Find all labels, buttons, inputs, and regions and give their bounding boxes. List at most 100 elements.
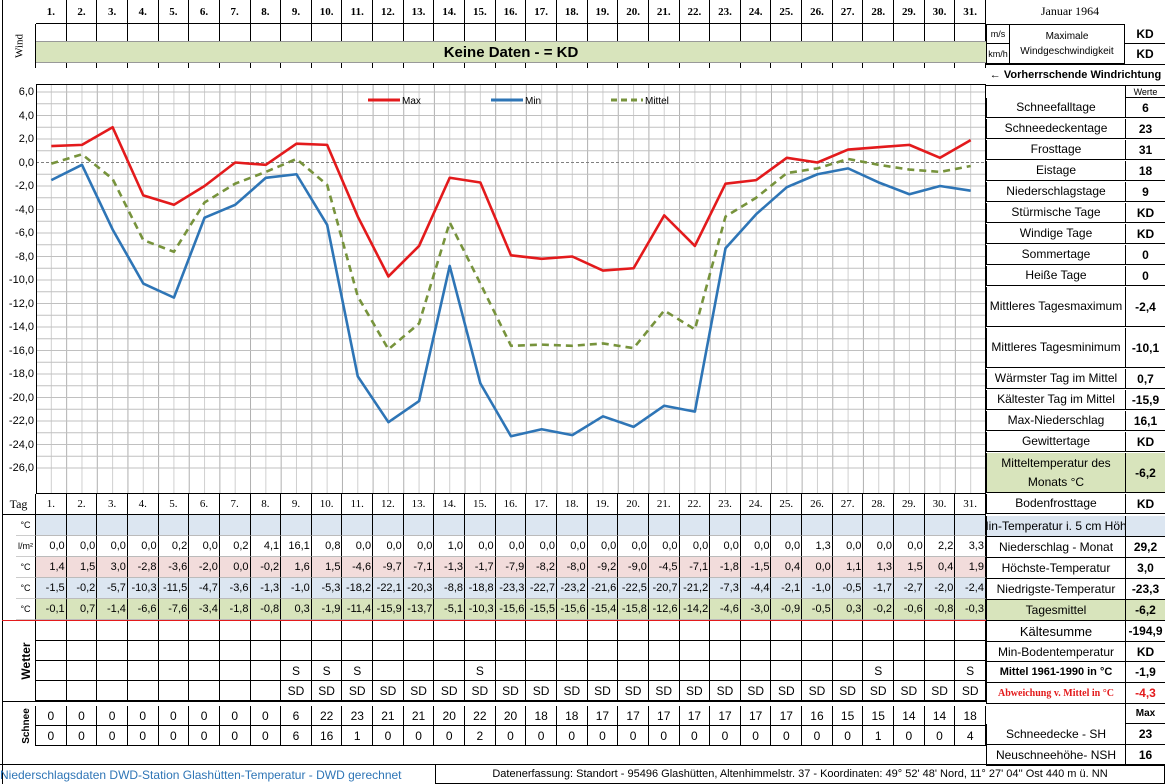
table-cell: -4,6 [710, 599, 741, 620]
wetter-cell: SD [710, 681, 741, 701]
schnee-cell: 17 [740, 706, 772, 726]
table-cell: 0,0 [495, 536, 527, 557]
day-header: 18. [557, 0, 588, 24]
day-header: 26. [802, 0, 833, 24]
schnee-cell: 0 [679, 726, 711, 746]
table-cell: 0,0 [894, 536, 925, 557]
table-cell [648, 515, 680, 536]
schnee-cell: 0 [158, 726, 190, 746]
stat-value: -2,4 [1125, 287, 1165, 327]
day-header: 6. [189, 0, 220, 24]
wetter-cell [219, 641, 251, 661]
lower-stat-value: -194,9 [1125, 621, 1165, 642]
schnee-cell: 0 [771, 726, 803, 746]
table-cell [526, 515, 557, 536]
row-unit: °C [16, 515, 36, 536]
wetter-cell [648, 621, 680, 641]
table-cell: -0,9 [771, 599, 803, 620]
schnee-cell: 0 [250, 706, 282, 726]
wetter-cell [618, 661, 649, 681]
schnee-cell: 18 [556, 706, 588, 726]
day-header: 28. [863, 0, 895, 24]
stat-label: Schneefalltage [986, 98, 1125, 118]
schnee-cell: 0 [158, 706, 190, 726]
table-cell: 0,3 [832, 599, 864, 620]
wetter-cell: SD [373, 681, 404, 701]
wetter-cell [526, 641, 557, 661]
wetter-cell [219, 621, 251, 641]
wind-direction-label: ← Vorherrschende Windrichtung [986, 64, 1165, 86]
wetter-cell [97, 641, 128, 661]
table-cell: -0,2 [863, 599, 895, 620]
table-cell: -15,9 [373, 599, 404, 620]
wetter-cell [373, 621, 404, 641]
y-tick-label: -24,0 [8, 438, 34, 451]
table-cell: -6,6 [127, 599, 159, 620]
stat-value: KD [1125, 432, 1165, 452]
legend-label-max: Max [402, 96, 421, 107]
wetter-cell: SD [648, 681, 680, 701]
day-header: 25. [771, 0, 803, 24]
table-cell: -3,4 [189, 599, 220, 620]
day-header: 12. [373, 0, 404, 24]
wetter-cell: SD [771, 681, 803, 701]
table-cell: 0,4 [771, 557, 803, 578]
wetter-cell [465, 641, 496, 661]
stat-value: -6,2 [1125, 453, 1165, 493]
table-cell: -5,1 [434, 599, 466, 620]
stat-label: Wärmster Tag im Mittel [986, 369, 1125, 389]
table-cell: 0,0 [36, 536, 67, 557]
schnee-cell: 0 [219, 706, 251, 726]
stat-label: Kältester Tag im Mittel [986, 390, 1125, 410]
stat-value: 31 [1125, 140, 1165, 160]
wetter-cell [495, 621, 527, 641]
schnee-cell: 18 [526, 706, 557, 726]
lower-stat-label: Niederschlag - Monat [986, 537, 1125, 558]
table-cell: 4,1 [250, 536, 282, 557]
schnee-cell: 0 [66, 706, 98, 726]
table-cell [311, 515, 343, 536]
table-cell: 0,0 [618, 536, 649, 557]
wetter-cell [955, 621, 986, 641]
day-header: 1. [36, 0, 67, 24]
table-cell: -7,6 [158, 599, 190, 620]
table-cell: -4,5 [648, 557, 680, 578]
table-cell: -1,5 [36, 578, 67, 599]
schnee-cell: 0 [36, 726, 67, 746]
wetter-cell [250, 621, 282, 641]
y-tick-label: 0,0 [18, 156, 34, 169]
wetter-cell: SD [679, 681, 711, 701]
wetter-cell [740, 661, 772, 681]
wetter-cell [495, 641, 527, 661]
wetter-cell: SD [955, 681, 986, 701]
table-cell [863, 515, 895, 536]
wetter-cell [618, 641, 649, 661]
table-cell [679, 515, 711, 536]
stat-value: 18 [1125, 161, 1165, 181]
wetter-cell [526, 661, 557, 681]
stat-label: Niederschlagstage [986, 182, 1125, 202]
tag-day: 9. [281, 494, 312, 515]
schnee-cell: 18 [955, 706, 986, 726]
tag-day: 18. [556, 494, 588, 515]
wetter-cell: SD [403, 681, 435, 701]
day-header: 21. [649, 0, 680, 24]
table-cell: -2,4 [955, 578, 986, 599]
wetter-cell: S [342, 661, 374, 681]
tag-day: 22. [679, 494, 711, 515]
tag-day: 17. [526, 494, 557, 515]
table-cell: 0,3 [281, 599, 312, 620]
footer-left: Niederschlagsdaten DWD-Station Glashütte… [0, 764, 435, 784]
stat-label: Stürmische Tage [986, 203, 1125, 223]
table-cell: -7,3 [710, 578, 741, 599]
table-cell: 3,0 [97, 557, 128, 578]
wetter-cell [924, 661, 956, 681]
wetter-cell [710, 621, 741, 641]
schnee-cell: 0 [740, 726, 772, 746]
wetter-cell [66, 621, 98, 641]
wetter-cell: SD [434, 681, 466, 701]
wetter-cell [36, 641, 67, 661]
unit-kmh: km/h [986, 44, 1010, 64]
table-cell: -15,6 [495, 599, 527, 620]
wetter-cell [127, 661, 159, 681]
